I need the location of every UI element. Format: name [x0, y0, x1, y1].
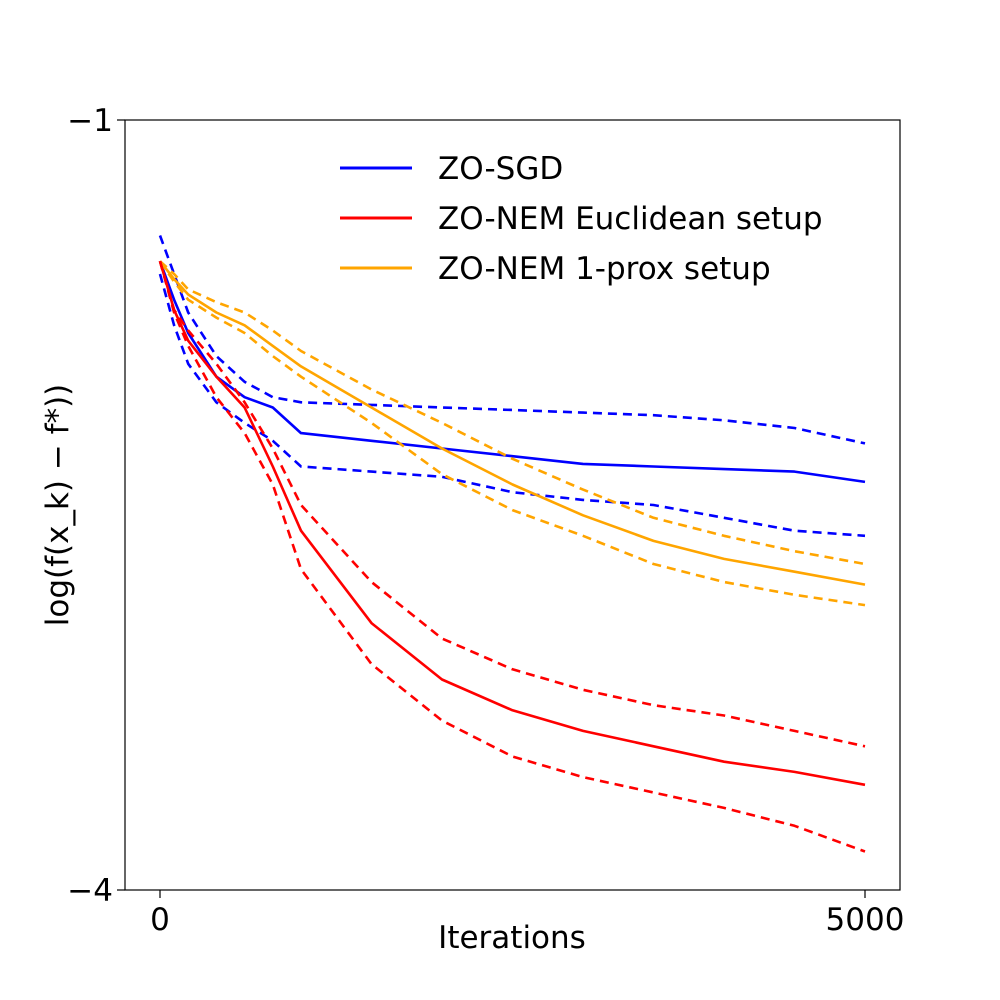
axis-ticks: 0 5000 −1 −4 [67, 103, 904, 938]
legend: ZO-SGD ZO-NEM Euclidean setup ZO-NEM 1-pro… [340, 151, 823, 287]
y-tick-label: −1 [67, 103, 113, 139]
x-tick-label: 0 [150, 902, 170, 938]
series-zo-sgd-mean-line [158, 260, 866, 484]
y-axis-label: log(f(x_k) − f*)) [40, 384, 76, 627]
legend-label: ZO-SGD [438, 151, 563, 187]
series-zo-sgd-upper-dashed-line [158, 235, 866, 445]
x-axis-label: Iterations [438, 920, 586, 956]
series-zo-nem-1-prox-setup-lower-dashed-line [158, 260, 866, 607]
series-zo-nem-1-prox-setup-upper-dashed-line [159, 260, 866, 566]
series-zo-nem-1-prox-setup-mean-line [158, 260, 866, 586]
legend-label: ZO-NEM 1-prox setup [438, 251, 771, 287]
legend-label: ZO-NEM Euclidean setup [438, 201, 823, 237]
series-zo-nem-euclidean-setup-upper-dashed-line [158, 260, 866, 748]
plot-area [158, 235, 866, 853]
x-tick-label: 5000 [826, 902, 905, 938]
series-zo-nem-euclidean-setup-mean-line [158, 260, 866, 787]
series-zo-sgd-lower-dashed-line [158, 273, 866, 538]
plot-frame [124, 119, 901, 891]
series-zo-nem-euclidean-setup-lower-dashed-line [158, 260, 866, 853]
y-tick-label: −4 [67, 873, 113, 909]
